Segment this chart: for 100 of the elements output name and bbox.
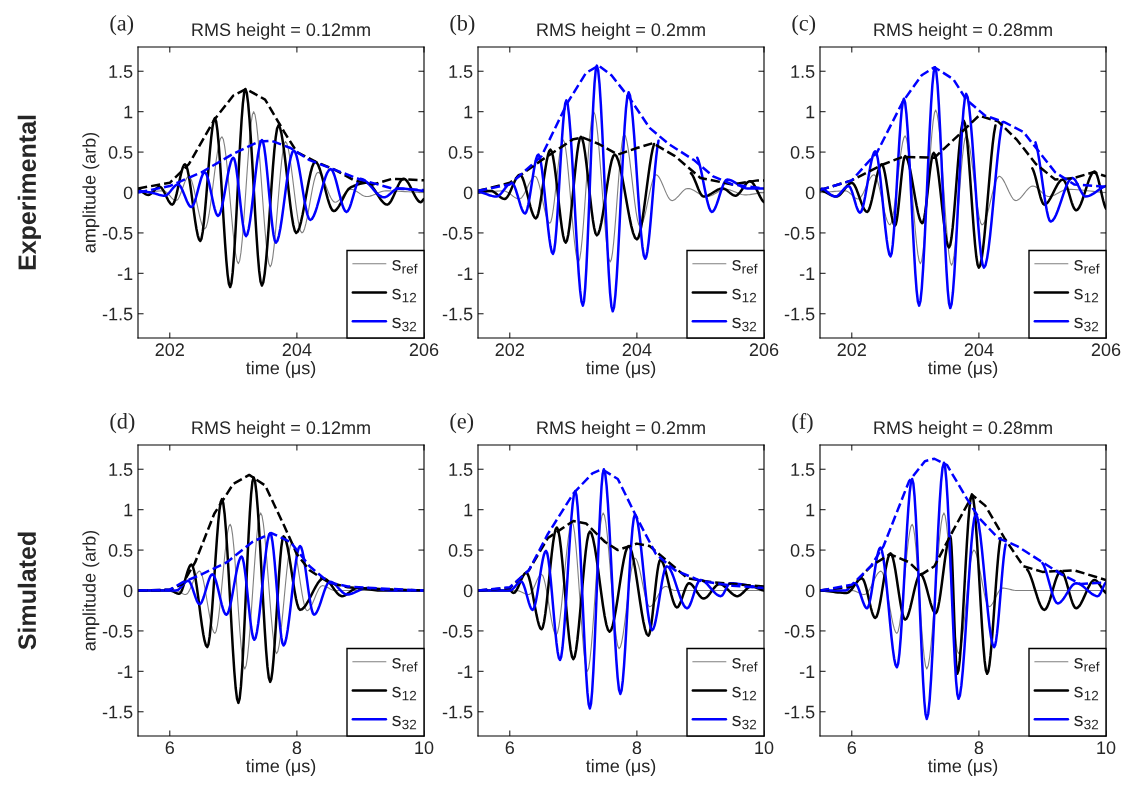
y-tick-label: 1: [806, 503, 815, 517]
y-tick-label: -1: [457, 665, 473, 678]
y-tick-label: 0: [463, 584, 473, 598]
x-axis-title: time (μs): [585, 759, 656, 776]
legend-label: s$_{ref}$: [1074, 657, 1100, 672]
y-tick-label: 0.5: [790, 544, 815, 557]
chart-title: RMS height = 0.28mm: [874, 22, 1052, 40]
x-axis-title: time (μs): [245, 759, 316, 776]
y-tick-label: -1: [117, 267, 133, 280]
legend-label: s$_{32}$: [732, 715, 757, 730]
x-tick-label: 202: [155, 343, 184, 357]
text: (b): [450, 14, 475, 36]
legend-label: s$_{32}$: [732, 317, 757, 332]
chart-title: RMS height = 0.2mm: [537, 420, 705, 438]
text: (f): [792, 412, 813, 434]
y-axis-title: amplitude (arb): [82, 530, 100, 651]
y-tick-label: 1: [464, 503, 473, 517]
y-tick-label: 0: [123, 186, 133, 200]
legend-label: s$_{12}$: [732, 686, 757, 701]
y-tick-label: -1: [799, 665, 815, 678]
x-tick-label: 204: [622, 343, 652, 357]
y-tick-label: 1: [124, 105, 133, 119]
legend-label: s$_{12}$: [1074, 686, 1099, 701]
y-tick-label: 1: [464, 105, 473, 119]
chart-title: RMS height = 0.2mm: [537, 22, 705, 40]
y-axis-title: amplitude (arb): [82, 132, 100, 253]
y-tick-label: -1.5: [102, 307, 133, 321]
y-tick-label: -0.5: [102, 624, 133, 638]
y-tick-label: 0.5: [108, 146, 133, 159]
x-tick-label: 206: [1091, 343, 1121, 357]
y-tick-label: -0.5: [102, 226, 133, 240]
y-tick-label: 0: [805, 186, 815, 200]
legend-label: s$_{12}$: [392, 686, 417, 701]
x-tick-label: 202: [495, 343, 524, 357]
x-tick-label: 206: [749, 343, 779, 357]
y-tick-label: 0.5: [448, 544, 473, 557]
y-tick-label: 1.5: [791, 463, 815, 476]
y-tick-label: -0.5: [784, 226, 815, 240]
chart-title: RMS height = 0.28mm: [874, 420, 1052, 438]
y-tick-label: -1.5: [442, 705, 473, 719]
y-tick-label: -0.5: [442, 226, 473, 240]
x-tick-label: 202: [837, 343, 866, 357]
y-tick-label: 0.5: [790, 146, 815, 159]
chart-title: RMS height = 0.12mm: [192, 22, 370, 40]
y-tick-label: -1: [117, 665, 133, 678]
legend-label: s$_{ref}$: [392, 259, 418, 274]
y-tick-label: 1.5: [109, 65, 133, 78]
chart-title: RMS height = 0.12mm: [192, 420, 370, 438]
legend-label: s$_{ref}$: [1074, 259, 1100, 274]
y-tick-label: 0: [805, 584, 815, 598]
y-tick-label: -1: [457, 267, 473, 280]
x-tick-label: 6: [847, 741, 857, 755]
x-tick-label: 8: [974, 741, 984, 755]
text: (e): [450, 412, 474, 434]
y-tick-label: 1.5: [791, 65, 815, 78]
y-tick-label: -1.5: [442, 307, 473, 321]
y-tick-label: 0: [123, 584, 133, 598]
x-tick-label: 10: [415, 741, 434, 755]
x-tick-label: 10: [1097, 741, 1116, 755]
x-tick-label: 6: [165, 741, 175, 755]
legend-label: s$_{32}$: [1074, 715, 1099, 730]
y-tick-label: 1.5: [449, 65, 473, 78]
x-axis-title: time (μs): [927, 361, 998, 378]
legend-label: s$_{ref}$: [392, 657, 418, 672]
y-tick-label: 1: [124, 503, 133, 517]
x-tick-label: 206: [409, 343, 439, 357]
legend-label: s$_{12}$: [392, 288, 417, 303]
y-tick-label: 1.5: [109, 463, 133, 476]
y-tick-label: -1.5: [102, 705, 133, 719]
x-tick-label: 204: [964, 343, 994, 357]
y-tick-label: -1.5: [784, 307, 815, 321]
text: (c): [792, 14, 816, 36]
x-axis-title: time (μs): [585, 361, 656, 378]
text: Simulated: [17, 532, 37, 650]
x-axis-title: time (μs): [245, 361, 316, 378]
x-axis-title: time (μs): [927, 759, 998, 776]
y-tick-label: 1.5: [449, 463, 473, 476]
legend-label: s$_{32}$: [392, 715, 417, 730]
x-tick-label: 204: [282, 343, 312, 357]
y-tick-label: 1: [806, 105, 815, 119]
y-tick-label: -0.5: [442, 624, 473, 638]
x-tick-label: 6: [505, 741, 515, 755]
legend-label: s$_{12}$: [732, 288, 757, 303]
legend-label: s$_{ref}$: [732, 259, 758, 274]
legend-label: s$_{32}$: [1074, 317, 1099, 332]
y-tick-label: -1: [799, 267, 815, 280]
text: Experimental: [17, 115, 41, 270]
y-tick-label: 0.5: [108, 544, 133, 557]
legend-label: s$_{12}$: [1074, 288, 1099, 303]
legend-label: s$_{32}$: [392, 317, 417, 332]
x-tick-label: 8: [632, 741, 642, 755]
y-tick-label: -0.5: [784, 624, 815, 638]
y-tick-label: 0.5: [448, 146, 473, 159]
x-tick-label: 8: [292, 741, 302, 755]
legend-label: s$_{ref}$: [732, 657, 758, 672]
x-tick-label: 10: [755, 741, 774, 755]
y-tick-label: -1.5: [784, 705, 815, 719]
text: (a): [110, 14, 134, 36]
text: (d): [110, 412, 135, 434]
y-tick-label: 0: [463, 186, 473, 200]
